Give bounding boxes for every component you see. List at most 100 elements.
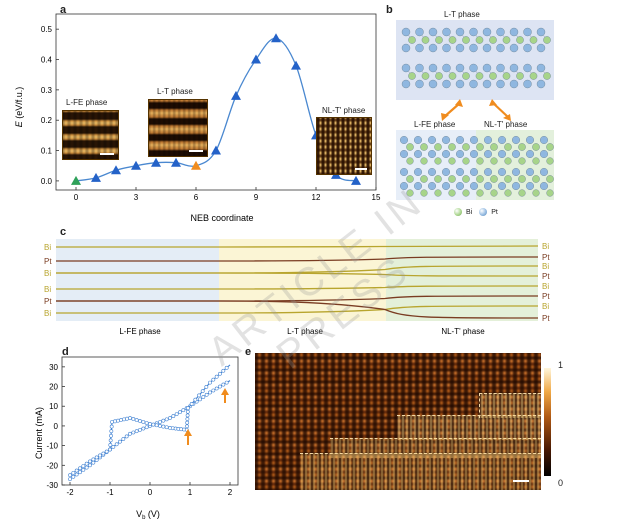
legend-label-pt: Pt [491, 208, 498, 216]
panel-letter-c: c [60, 226, 67, 238]
iv-point [109, 429, 114, 434]
pt-atom [428, 168, 437, 177]
pt-atom [536, 63, 546, 73]
iv-point [109, 433, 113, 438]
iv-point [208, 380, 212, 385]
pt-atom [428, 43, 438, 53]
inset-label-lfe: L-FE phase [66, 98, 108, 107]
neb-point [251, 54, 261, 64]
iv-ytick-label: 30 [49, 363, 58, 372]
iv-point [131, 430, 136, 435]
legend-label-bi: Bi [466, 208, 473, 216]
pt-atom [536, 27, 546, 37]
pt-atom [414, 150, 423, 159]
bi-atom [476, 143, 484, 151]
iv-point [221, 382, 226, 387]
bi-atom [518, 143, 526, 151]
pt-atom [442, 79, 451, 89]
iv-point [128, 431, 132, 436]
phase-label-lfe: L-FE phase [119, 327, 161, 336]
bi-atom [406, 175, 414, 183]
pt-atom [469, 43, 478, 53]
pt-atom [414, 168, 423, 177]
pt-atom [455, 79, 465, 89]
iv-point [185, 420, 190, 425]
iv-point [94, 455, 99, 460]
neb-xtick-label: 12 [312, 193, 321, 202]
iv-xlabel: Vb (V) [136, 509, 160, 521]
neb-point [271, 33, 281, 43]
iv-point [121, 437, 126, 441]
pt-atom [497, 150, 506, 159]
bi-atom [421, 36, 430, 44]
bi-atom [518, 157, 526, 165]
iv-point [114, 442, 119, 447]
pt-atom [483, 168, 492, 177]
bi-atom [502, 36, 511, 44]
pt-atom [401, 27, 411, 37]
pt-atom [455, 63, 465, 73]
pt-atom [511, 168, 520, 177]
bi-atom [546, 189, 554, 197]
bi-atom [448, 143, 456, 151]
pt-atom [455, 27, 465, 37]
pt-atom [525, 135, 534, 144]
iv-point [138, 419, 142, 423]
iv-point [138, 427, 142, 432]
iv-point [211, 388, 216, 393]
bi-atom [448, 189, 456, 197]
left-atom-label: Bi [44, 285, 51, 294]
pt-atom [509, 63, 519, 73]
iv-point [108, 443, 113, 447]
pt-atom [483, 150, 492, 159]
iv-point [88, 459, 92, 464]
panel-letter-a: a [60, 4, 67, 16]
bi-atom [489, 36, 497, 44]
pt-atom [442, 27, 451, 37]
bi-atom [504, 189, 512, 197]
iv-point [122, 417, 126, 422]
right-atom-label: Bi [542, 262, 549, 271]
iv-point [171, 414, 176, 418]
pt-atom [482, 79, 492, 89]
right-atom-label: Pt [542, 253, 550, 262]
neb-ylabel: E (eV/f.u.) [14, 87, 24, 128]
bi-atom [490, 157, 498, 165]
bi-atom [490, 189, 498, 197]
pt-atom [428, 135, 437, 144]
pt-atom [539, 182, 548, 191]
arrow-icon-1 [184, 429, 192, 445]
pt-atom [414, 135, 423, 144]
stm-image-large [255, 353, 541, 490]
pt-atom [496, 27, 505, 37]
bi-atom [448, 36, 457, 44]
iv-point [218, 384, 222, 389]
bi-atom [434, 175, 442, 183]
iv-point [197, 393, 201, 398]
trajectory-bi [56, 272, 539, 277]
bi-atom [516, 72, 524, 80]
iv-point [116, 418, 120, 423]
iv-xtick-label: 0 [148, 488, 153, 497]
pt-atom [415, 43, 424, 53]
right-atom-label: Bi [542, 302, 549, 311]
pt-atom [483, 135, 492, 144]
pt-atom [523, 27, 532, 37]
pt-atom [442, 135, 451, 144]
neb-energy-chart: 0 3 6 9 12 15 0.0 0.1 0.2 0.3 0.4 0.5 NEB coordinat… [14, 13, 381, 223]
pt-atom [509, 27, 519, 37]
bi-atom [434, 143, 442, 151]
iv-point [71, 474, 76, 479]
pt-atom [399, 182, 408, 191]
bi-atom [529, 72, 538, 80]
pt-atom [523, 63, 532, 73]
iv-ytick-label: 0 [54, 422, 59, 431]
iv-point [193, 397, 198, 402]
pt-atom [428, 27, 438, 37]
bi-atom [476, 175, 484, 183]
iv-point [208, 390, 212, 395]
iv-point [134, 418, 139, 422]
bi-atom [448, 72, 457, 80]
